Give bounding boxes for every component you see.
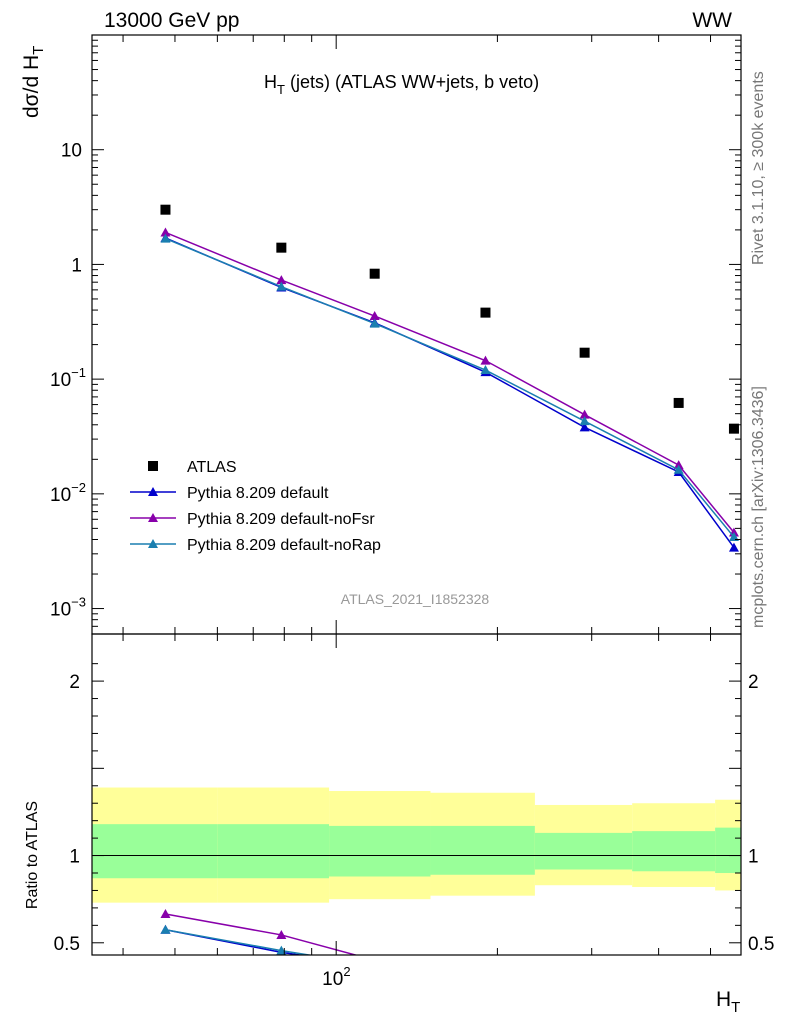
series-marker <box>369 311 380 321</box>
data-point-atlas <box>160 204 171 215</box>
ratio-marker <box>480 960 490 969</box>
series-marker <box>276 275 287 285</box>
series-marker <box>160 233 171 243</box>
legend-label: Pythia 8.209 default-noFsr <box>187 511 375 528</box>
data-point-atlas <box>728 423 739 434</box>
ratio-series <box>160 909 490 982</box>
series-marker <box>579 416 590 426</box>
series-marker <box>673 460 684 470</box>
rivet-label: Rivet 3.1.10, ≥ 300k events <box>750 71 767 265</box>
series-marker <box>579 409 590 419</box>
main-y-tick-label: 1 <box>71 255 82 276</box>
data-point-atlas <box>369 268 380 279</box>
mcplots-label: mcplots.cern.ch [arXiv:1306.3436] <box>750 386 767 628</box>
ratio-marker <box>480 973 490 982</box>
ratio-marker <box>276 929 287 939</box>
legend-marker <box>148 461 158 471</box>
ratio-y-tick-label-right: 2 <box>748 672 759 693</box>
series-marker <box>276 281 287 291</box>
legend-label: Pythia 8.209 default <box>187 485 329 502</box>
data-point-atlas <box>673 397 684 408</box>
ratio-y-tick-label-left: 0.5 <box>54 934 80 955</box>
inner-band-bin <box>430 825 535 875</box>
ratio-y-tick-label-left: 2 <box>69 672 80 693</box>
x-tick-label: 102 <box>322 964 350 990</box>
ratio-line <box>165 913 359 955</box>
ratio-marker <box>370 960 380 969</box>
header-left: 13000 GeV pp <box>104 9 239 32</box>
inner-band-bin <box>92 824 218 879</box>
data-point-atlas <box>480 307 491 318</box>
ratio-marker <box>370 955 380 964</box>
ratio-marker <box>480 971 490 980</box>
series-marker <box>579 422 590 432</box>
ratio-marker <box>160 924 171 934</box>
main-y-tick-label: 10−3 <box>50 595 86 621</box>
ratio-y-tick-label-right: 0.5 <box>748 934 774 955</box>
ratio-line <box>165 928 306 955</box>
series-marker <box>728 532 739 542</box>
series-marker <box>673 464 684 474</box>
series-marker <box>728 542 739 552</box>
legend: ATLAS Pythia 8.209 default Pythia 8.209 de… <box>130 459 381 554</box>
ratio-ylabel: Ratio to ATLAS <box>24 801 41 909</box>
data-point-atlas <box>276 242 287 253</box>
legend-marker <box>148 539 158 548</box>
series-marker <box>369 318 380 328</box>
series-marker <box>160 227 171 237</box>
main-y-tick-label: 10 <box>61 141 82 162</box>
series-marker <box>480 365 491 375</box>
main-y-tick-label: 10−2 <box>50 480 86 506</box>
header-right: WW <box>692 9 732 32</box>
legend-label: ATLAS <box>187 459 237 476</box>
analysis-watermark: ATLAS_2021_I1852328 <box>341 591 490 607</box>
main-title: HT (jets) (ATLAS WW+jets, b veto) <box>264 72 539 97</box>
ratio-y-tick-label-right: 1 <box>748 847 759 868</box>
main-series <box>160 204 739 552</box>
series-marker <box>480 355 491 365</box>
axes: 10 1 10−1 10−2 10−3 102 2 2 1 1 0.5 0.5 <box>50 34 774 990</box>
xlabel: HT <box>716 988 740 1016</box>
legend-label: Pythia 8.209 default-noRap <box>187 537 381 554</box>
inner-band-bin <box>632 831 716 872</box>
main-y-tick-label: 10−1 <box>50 365 86 391</box>
inner-band-bin <box>715 827 741 874</box>
legend-marker <box>148 487 158 496</box>
main-ylabel: dσ/d HT <box>20 46 47 118</box>
ratio-line <box>165 928 314 955</box>
ratio-frame <box>91 633 742 956</box>
inner-band-bin <box>534 832 633 870</box>
inner-band-bin <box>217 824 330 879</box>
ratio-marker <box>160 909 171 919</box>
legend-marker <box>148 513 158 522</box>
ratio-uncertainty-bands <box>92 787 741 903</box>
data-point-atlas <box>579 347 590 358</box>
ratio-y-tick-label-left: 1 <box>69 847 80 868</box>
ratio-marker <box>370 960 380 969</box>
inner-band-bin <box>329 825 431 877</box>
